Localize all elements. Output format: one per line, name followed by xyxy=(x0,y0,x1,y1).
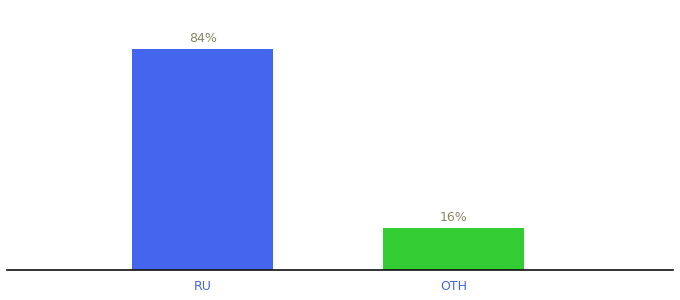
Bar xyxy=(383,228,524,270)
Text: 84%: 84% xyxy=(189,32,217,45)
Bar xyxy=(133,49,273,270)
Text: 16%: 16% xyxy=(440,211,468,224)
